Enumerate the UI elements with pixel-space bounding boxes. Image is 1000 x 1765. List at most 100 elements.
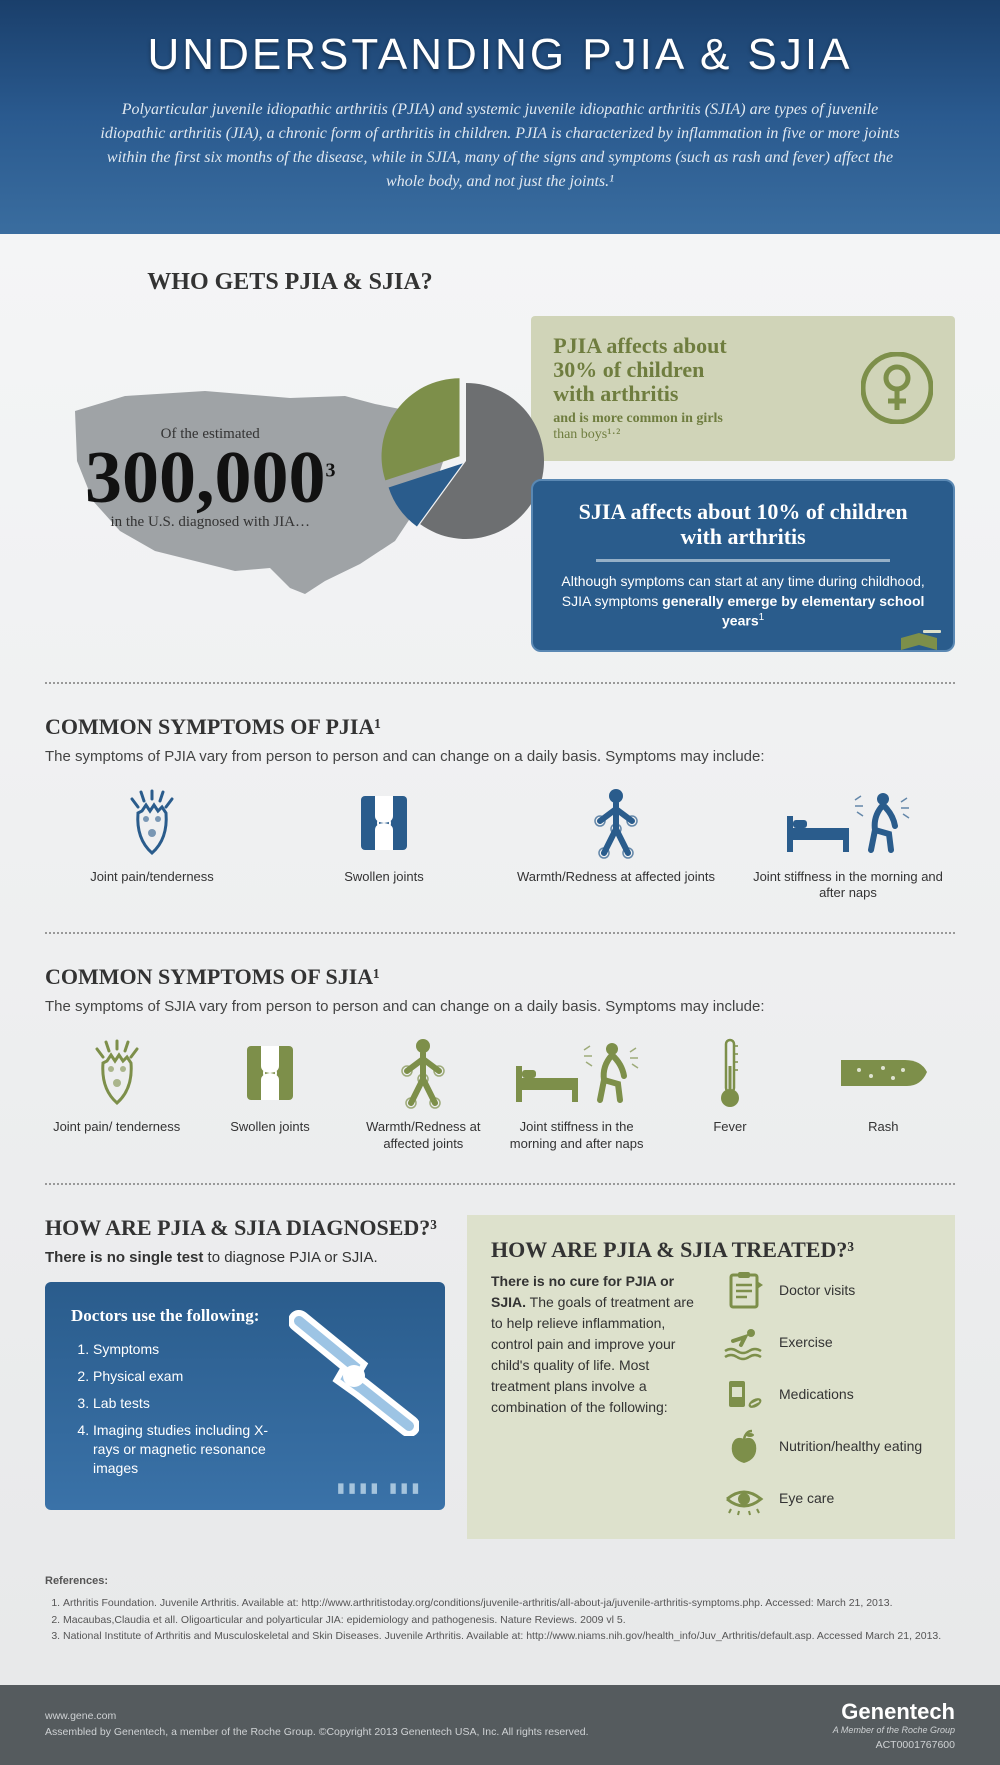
thermo-icon (658, 1037, 801, 1109)
diagnosis-box-title: Doctors use the following: (71, 1306, 271, 1326)
body-icon (352, 1037, 495, 1109)
pjia-callout-sub: and is more common in girlsthan boys¹·² (553, 411, 843, 443)
symptom-label: Warmth/Redness at affected joints (352, 1119, 495, 1153)
treatment-label: Nutrition/healthy eating (779, 1438, 922, 1454)
diagnosis-section: HOW ARE PJIA & SJIA DIAGNOSED?³ There is… (45, 1215, 445, 1539)
knee-icon (277, 787, 491, 859)
treatment-label: Doctor visits (779, 1282, 855, 1298)
treatment-list: Doctor visits Exercise Medications Nutritio… (723, 1271, 931, 1517)
footer: www.gene.com Assembled by Genentech, a m… (0, 1685, 1000, 1765)
pjia-symptoms-title: COMMON SYMPTOMS OF PJIA¹ (45, 714, 955, 740)
symptom-item: Warmth/Redness at affected joints (352, 1037, 495, 1153)
book-icon (899, 628, 943, 656)
pjia-symptom-row: Joint pain/tenderness Swollen joints Warmt… (45, 787, 955, 903)
sjia-symptoms-sub: The symptoms of SJIA vary from person to… (45, 998, 955, 1015)
symptom-label: Fever (658, 1119, 801, 1136)
references-title: References: (45, 1573, 955, 1591)
knee-icon (198, 1037, 341, 1109)
who-left: Of the estimated 300,0003 in the U.S. di… (45, 316, 511, 652)
symptom-item: Joint stiffness in the morning and after… (741, 787, 955, 903)
symptom-label: Rash (812, 1119, 955, 1136)
diagnosis-box: Doctors use the following: Symptoms Physi… (45, 1282, 445, 1509)
symptom-label: Joint pain/ tenderness (45, 1119, 188, 1136)
dashes-icon: ▮▮▮▮ ▮▮▮ (337, 1480, 423, 1496)
hand-icon (45, 1037, 188, 1109)
symptom-label: Joint stiffness in the morning and after… (741, 869, 955, 903)
diagnosis-title: HOW ARE PJIA & SJIA DIAGNOSED?³ (45, 1215, 445, 1241)
symptom-item: Joint pain/ tenderness (45, 1037, 188, 1153)
symptom-label: Swollen joints (277, 869, 491, 886)
symptom-item: Rash (812, 1037, 955, 1153)
brand-tagline: A Member of the Roche Group (833, 1725, 955, 1735)
treatment-item: Medications (723, 1375, 931, 1413)
pjia-callout: PJIA affects about 30% of children with … (531, 316, 955, 461)
diagnosis-item: Physical exam (93, 1367, 271, 1386)
meds-icon (723, 1375, 765, 1413)
symptom-item: Warmth/Redness at affected joints (509, 787, 723, 903)
pie-chart-icon (381, 376, 551, 546)
symptom-label: Swollen joints (198, 1119, 341, 1136)
diagnosis-item: Symptoms (93, 1340, 271, 1359)
eye-icon (723, 1479, 765, 1517)
sjia-callout-title: SJIA affects about 10% of children with … (559, 499, 927, 550)
bed-icon (505, 1037, 648, 1109)
who-title: WHO GETS PJIA & SJIA? (0, 269, 955, 296)
treatment-item: Exercise (723, 1323, 931, 1361)
reference-item: Arthritis Foundation. Juvenile Arthritis… (63, 1595, 955, 1612)
footer-logo: Genentech A Member of the Roche Group AC… (833, 1699, 955, 1751)
map-text: Of the estimated 300,0003 in the U.S. di… (85, 426, 336, 530)
who-right: PJIA affects about 30% of children with … (531, 316, 955, 652)
treatment-body: There is no cure for PJIA or SJIA. The g… (491, 1271, 699, 1517)
treatment-item: Nutrition/healthy eating (723, 1427, 931, 1465)
diagnosis-lead: There is no single test to diagnose PJIA… (45, 1249, 445, 1266)
reference-item: National Institute of Arthritis and Musc… (63, 1628, 955, 1645)
treatment-item: Eye care (723, 1479, 931, 1517)
treatment-label: Exercise (779, 1334, 833, 1350)
symptom-label: Warmth/Redness at affected joints (509, 869, 723, 886)
bed-icon (741, 787, 955, 859)
references: References: Arthritis Foundation. Juveni… (45, 1573, 955, 1645)
pjia-symptoms-sub: The symptoms of PJIA vary from person to… (45, 748, 955, 765)
big-number: 300,0003 (85, 443, 336, 513)
symptom-item: Joint pain/tenderness (45, 787, 259, 903)
brand-name: Genentech (833, 1699, 955, 1725)
diagnosis-item: Lab tests (93, 1394, 271, 1413)
treatment-label: Medications (779, 1386, 854, 1402)
body-icon (509, 787, 723, 859)
footer-copyright: Assembled by Genentech, a member of the … (45, 1725, 589, 1741)
elbow-bone-icon (289, 1306, 419, 1436)
female-icon (861, 352, 933, 424)
header: UNDERSTANDING PJIA & SJIA Polyarticular … (0, 0, 1000, 234)
hand-icon (45, 787, 259, 859)
treatment-section: HOW ARE PJIA & SJIA TREATED?³ There is n… (467, 1215, 955, 1539)
symptom-label: Joint pain/tenderness (45, 869, 259, 886)
apple-icon (723, 1427, 765, 1465)
sjia-callout: SJIA affects about 10% of children with … (531, 479, 955, 652)
sjia-symptom-row: Joint pain/ tenderness Swollen joints Warm… (45, 1037, 955, 1153)
treatment-title: HOW ARE PJIA & SJIA TREATED?³ (491, 1237, 931, 1263)
symptom-item: Joint stiffness in the morning and after… (505, 1037, 648, 1153)
sjia-symptoms-title: COMMON SYMPTOMS OF SJIA¹ (45, 964, 955, 990)
symptom-item: Swollen joints (277, 787, 491, 903)
symptom-item: Swollen joints (198, 1037, 341, 1153)
treatment-label: Eye care (779, 1490, 834, 1506)
content: WHO GETS PJIA & SJIA? Of the estimated 3… (0, 234, 1000, 1665)
treatment-item: Doctor visits (723, 1271, 931, 1309)
reference-item: Macaubas,Claudia et all. Oligoarticular … (63, 1612, 955, 1629)
bottom-row: HOW ARE PJIA & SJIA DIAGNOSED?³ There is… (45, 1215, 955, 1539)
page-title: UNDERSTANDING PJIA & SJIA (60, 30, 940, 80)
footer-url: www.gene.com (45, 1709, 589, 1725)
diagnosis-list: Symptoms Physical exam Lab tests Imaging st… (71, 1340, 271, 1477)
symptom-label: Joint stiffness in the morning and after… (505, 1119, 648, 1153)
arm-icon (812, 1037, 955, 1109)
who-section: Of the estimated 300,0003 in the U.S. di… (45, 316, 955, 652)
act-number: ACT0001767600 (833, 1739, 955, 1751)
swim-icon (723, 1323, 765, 1361)
sjia-callout-body: Although symptoms can start at any time … (559, 572, 927, 631)
diagnosis-item: Imaging studies including X-rays or magn… (93, 1421, 271, 1478)
symptom-item: Fever (658, 1037, 801, 1153)
clipboard-icon (723, 1271, 765, 1309)
footer-left: www.gene.com Assembled by Genentech, a m… (45, 1709, 589, 1741)
big-number-sub: in the U.S. diagnosed with JIA… (85, 514, 336, 531)
pjia-callout-title: PJIA affects about 30% of children with … (553, 334, 843, 407)
